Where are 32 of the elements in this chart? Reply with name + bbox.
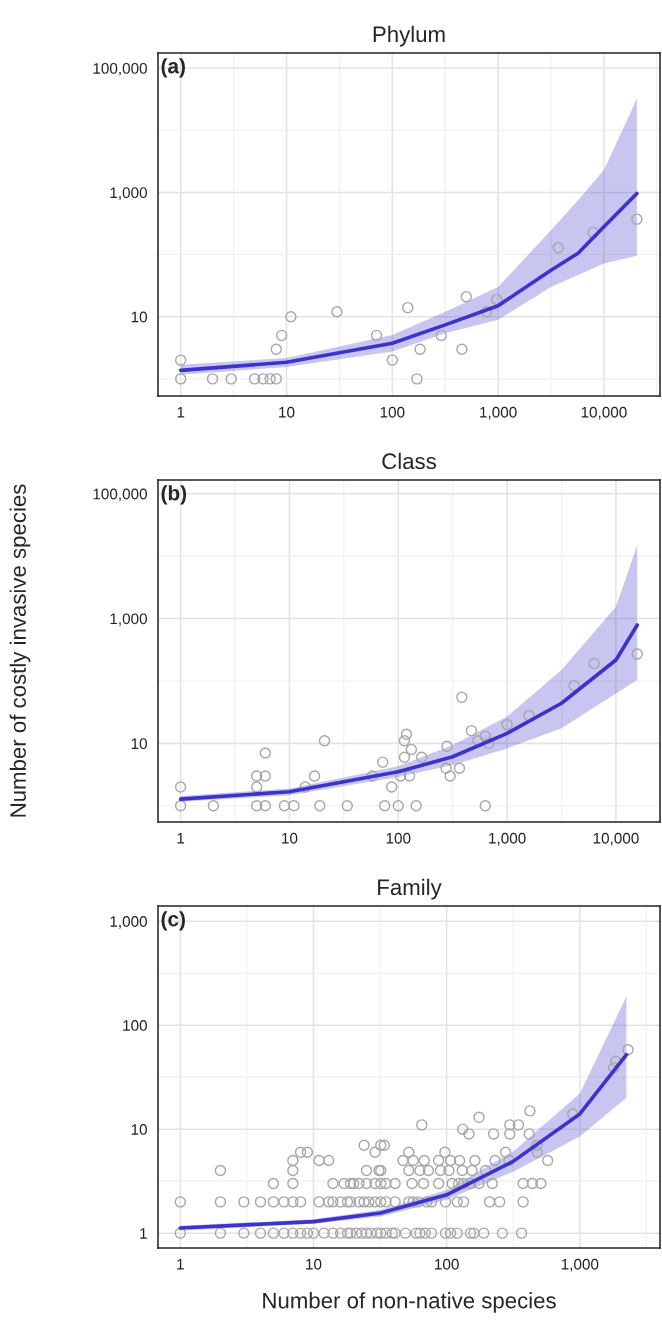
x-tick-label: 10: [282, 832, 298, 844]
x-tick-label: 100: [386, 832, 411, 844]
x-tick-label: 1,000: [489, 832, 526, 846]
x-tick-label: 10,000: [593, 832, 639, 846]
y-tick-label: 1: [140, 1228, 147, 1239]
y-tick-label: 100: [123, 1020, 147, 1031]
chart-title: Phylum: [373, 25, 445, 47]
y-tick-label: 10: [131, 738, 147, 750]
annotation: (c): [161, 911, 185, 931]
x-tick-label: 1,000: [480, 406, 517, 420]
y-tick-label: 10: [131, 1124, 147, 1135]
chart-title: Family: [378, 878, 442, 900]
y-tick-label: 10: [131, 311, 147, 323]
annotation: (a): [161, 58, 185, 78]
y-tick-label: 1,000: [110, 916, 147, 929]
x-tick-label: 10: [306, 1258, 322, 1270]
annotation: (b): [161, 485, 187, 505]
x-tick-label: 1: [177, 406, 185, 418]
x-tick-label: 1: [177, 832, 185, 844]
y-tick-label: 100,000: [93, 488, 147, 502]
x-tick-label: 10: [279, 406, 295, 418]
x-tick-label: 100: [380, 406, 405, 418]
x-tick-label: 100: [435, 1258, 459, 1270]
x-axis-title: Number of non-native species: [263, 1292, 556, 1313]
y-tick-label: 1,000: [110, 613, 147, 627]
x-tick-label: 10,000: [581, 406, 627, 420]
x-tick-label: 1: [177, 1258, 184, 1270]
y-tick-label: 1,000: [110, 187, 147, 200]
y-tick-label: 100,000: [93, 62, 147, 76]
chart-title: Class: [382, 452, 436, 470]
x-tick-label: 1,000: [561, 1258, 599, 1272]
y-axis-title: Number of costly invasive species: [9, 484, 31, 817]
